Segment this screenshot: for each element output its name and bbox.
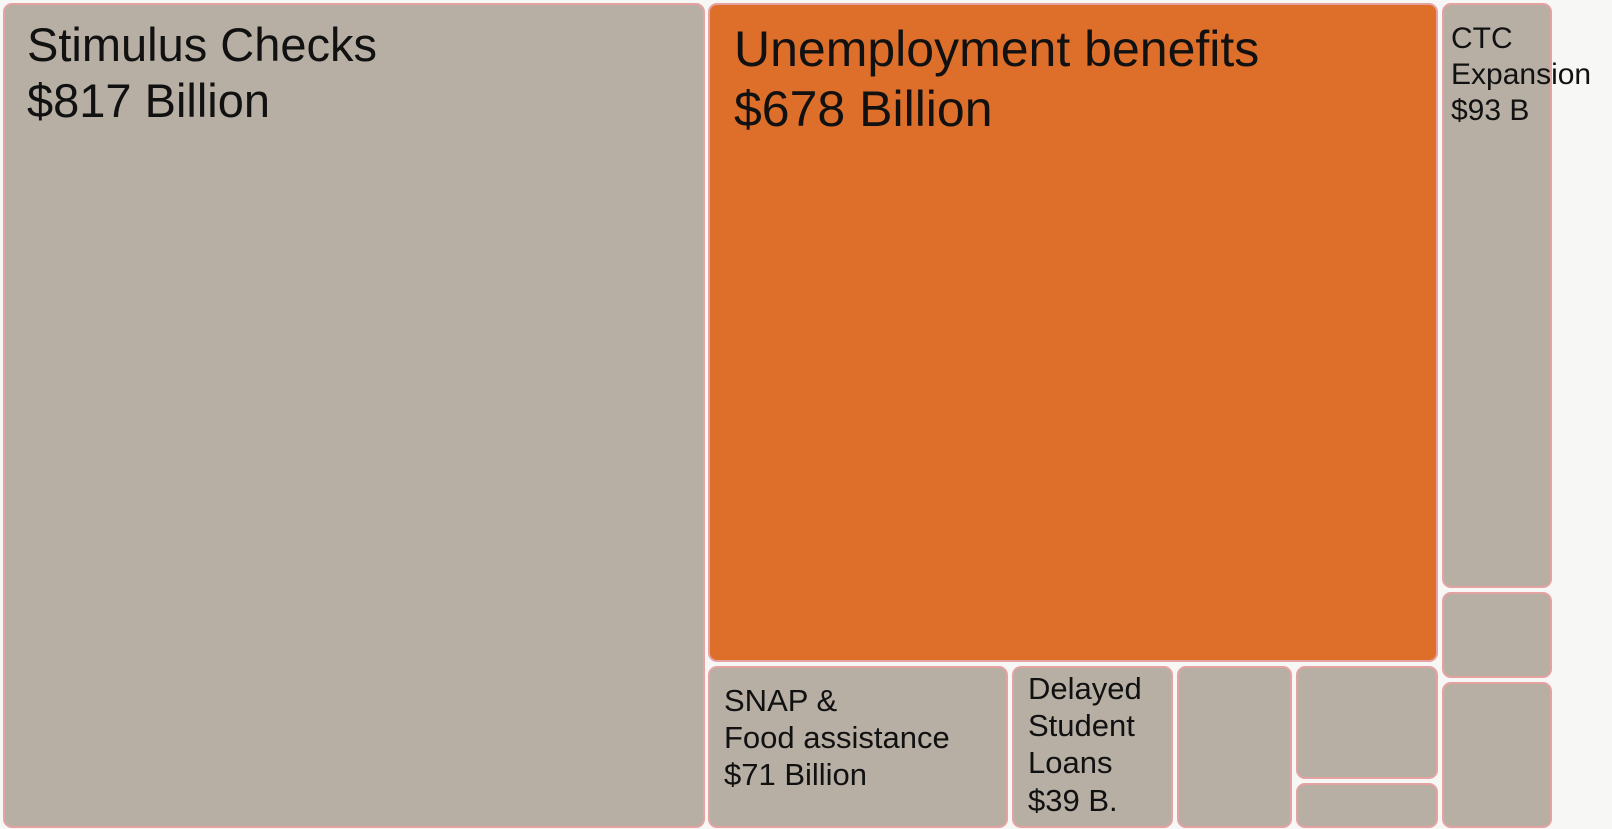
treemap-tile-other-a [1177, 666, 1292, 828]
treemap-tile-other-d [1442, 592, 1552, 678]
treemap-label-snap: SNAP & Food assistance $71 Billion [724, 683, 950, 793]
treemap-tile-other-b [1296, 666, 1438, 779]
treemap-label-stimulus: Stimulus Checks $817 Billion [27, 18, 377, 128]
treemap-tile-stimulus: Stimulus Checks $817 Billion [3, 3, 705, 828]
treemap-tile-snap: SNAP & Food assistance $71 Billion [708, 666, 1008, 828]
treemap-label-ctc: CTC Expansion $93 B [1451, 22, 1592, 127]
treemap-label-student-loans: Delayed Student Loans $39 B. [1028, 671, 1142, 818]
treemap-tile-ctc: CTC Expansion $93 B [1442, 3, 1591, 588]
treemap-tile-other-c [1296, 783, 1438, 828]
treemap-tile-other-e [1442, 682, 1552, 828]
treemap-tile-unemployment: Unemployment benefits $678 Billion [708, 3, 1438, 662]
treemap-tile-student-loans: Delayed Student Loans $39 B. [1012, 666, 1173, 828]
treemap-label-unemployment: Unemployment benefits $678 Billion [734, 21, 1260, 137]
